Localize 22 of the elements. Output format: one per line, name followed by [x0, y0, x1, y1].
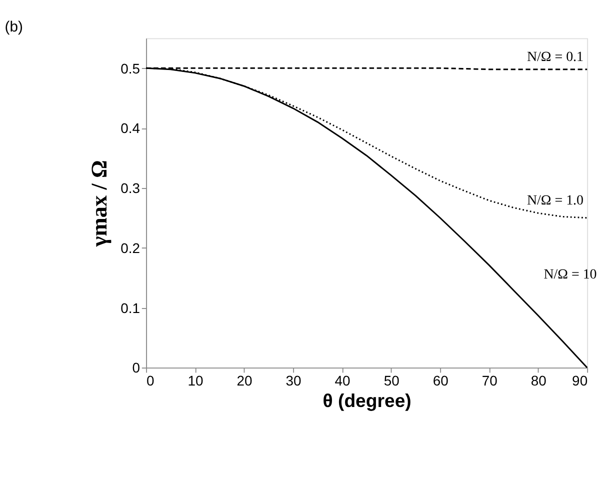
- y-tick-label: 0: [132, 360, 140, 376]
- y-tick-label: 0.3: [120, 180, 140, 196]
- x-tick-label: 10: [188, 372, 204, 389]
- text: (b): [4, 20, 24, 36]
- x-tick-label: 40: [334, 372, 351, 389]
- series-label: N/Ω = 10: [544, 267, 597, 282]
- y-axis-title: γmax / Ω: [86, 160, 112, 248]
- x-tick-label: 50: [384, 372, 400, 389]
- y-tick-label: 0.5: [120, 60, 140, 76]
- series-label: N/Ω = 0.1: [526, 50, 584, 65]
- x-tick-label: 80: [530, 372, 547, 389]
- y-tick-label: 0.1: [120, 300, 140, 316]
- x-tick-label: 70: [482, 372, 498, 389]
- x-tick-label: 30: [286, 372, 302, 389]
- x-tick-label: 90: [572, 372, 588, 389]
- y-tick-label: 0.2: [120, 240, 140, 256]
- series-label: N/Ω = 1.0: [526, 194, 584, 209]
- x-tick-label: 0: [146, 372, 155, 389]
- x-axis-title: θ (degree): [322, 390, 412, 412]
- x-tick-label: 20: [236, 372, 253, 389]
- y-tick-label: 0.4: [120, 120, 140, 136]
- x-tick-label: 60: [432, 372, 449, 389]
